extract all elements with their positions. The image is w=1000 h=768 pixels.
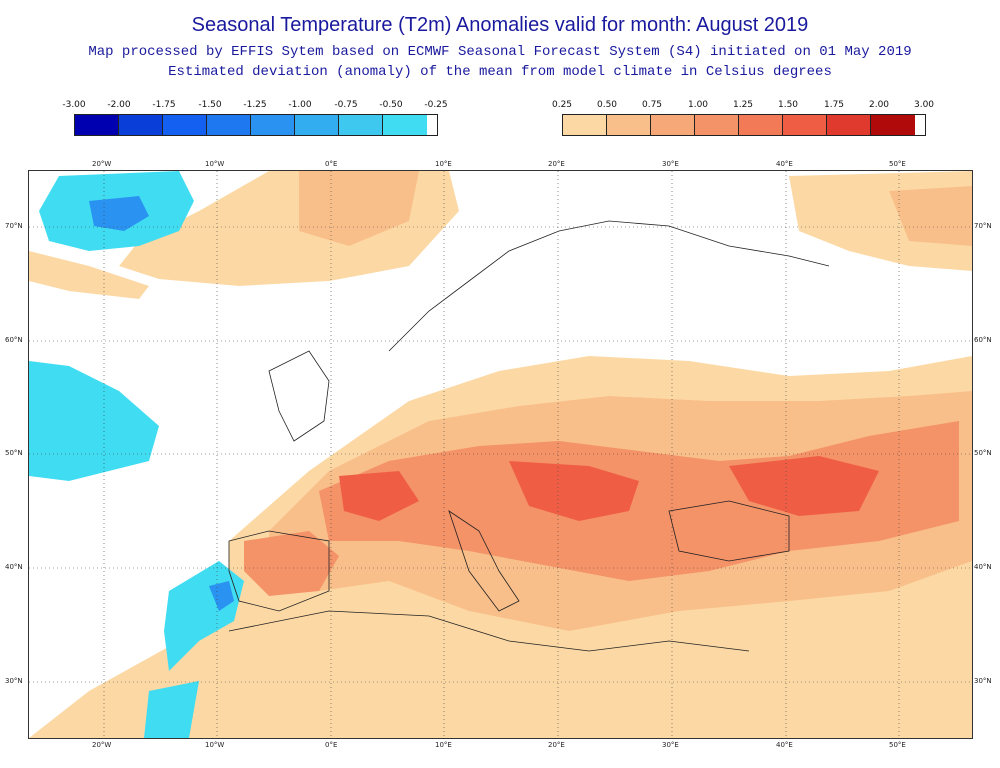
lat-label-left: 70°N — [5, 222, 23, 230]
lat-label-right: 30°N — [974, 677, 992, 685]
legend-swatch — [563, 115, 607, 135]
legend-swatch — [607, 115, 651, 135]
warm-region-france — [339, 471, 419, 521]
legend-warm-bar — [562, 114, 926, 136]
legend-warm-label: 1.50 — [777, 100, 799, 110]
legend-warm-labels: 0.25 0.50 0.75 1.00 1.25 1.50 1.75 2.00 … — [552, 100, 934, 114]
lon-label-top: 20°W — [92, 160, 112, 168]
legend-cold-label: -0.75 — [334, 100, 358, 110]
lon-label-top: 20°E — [548, 160, 565, 168]
coast-black-sea — [668, 500, 790, 562]
legend-cold-label: -0.25 — [424, 100, 448, 110]
lon-label-bottom: 10°W — [205, 741, 225, 749]
legend-swatch — [783, 115, 827, 135]
legend-swatch — [695, 115, 739, 135]
legend-swatch — [295, 115, 339, 135]
legend-cold-label: -1.00 — [288, 100, 312, 110]
lat-label-right: 50°N — [974, 449, 992, 457]
lat-label-right: 40°N — [974, 563, 992, 571]
legend-warm-label: 1.75 — [823, 100, 845, 110]
legend-swatch — [651, 115, 695, 135]
legend-cold-label: -1.50 — [198, 100, 222, 110]
map-subtitle-processing: Map processed by EFFIS Sytem based on EC… — [88, 44, 912, 60]
legend-swatch — [339, 115, 383, 135]
legend-swatch — [163, 115, 207, 135]
legend-cold: -3.00 -2.00 -1.75 -1.50 -1.25 -1.00 -0.7… — [62, 100, 448, 136]
legend-cold-label: -0.50 — [379, 100, 403, 110]
map-title: Seasonal Temperature (T2m) Anomalies val… — [191, 14, 809, 36]
legend-cold-label: -2.00 — [107, 100, 131, 110]
lon-label-top: 10°W — [205, 160, 225, 168]
graticule — [29, 171, 972, 738]
legend-swatch — [871, 115, 915, 135]
cold-region-sahara-coast — [144, 681, 199, 738]
warm-region-barents — [889, 186, 972, 246]
anomaly-warm-1-50 — [339, 456, 879, 521]
cold-region-greenland-core — [89, 196, 149, 231]
legend-swatch — [119, 115, 163, 135]
legend-warm: 0.25 0.50 0.75 1.00 1.25 1.50 1.75 2.00 … — [552, 100, 934, 136]
warm-region-greenland-sea — [29, 251, 149, 299]
legend-swatch — [75, 115, 119, 135]
legend-cold-labels: -3.00 -2.00 -1.75 -1.50 -1.25 -1.00 -0.7… — [62, 100, 447, 114]
legend-warm-label: 1.25 — [732, 100, 754, 110]
warm-region-iberia — [244, 531, 339, 596]
anomaly-cold-1-00 — [89, 196, 234, 611]
anomaly-map — [28, 170, 973, 739]
legend-warm-label: 1.00 — [687, 100, 709, 110]
legend-warm-label: 0.25 — [551, 100, 573, 110]
lat-label-right: 70°N — [974, 222, 992, 230]
legend-swatch — [207, 115, 251, 135]
lon-label-bottom: 10°E — [435, 741, 452, 749]
legend-cold-bar — [74, 114, 438, 136]
lon-label-top: 40°E — [776, 160, 793, 168]
lon-label-bottom: 0°E — [325, 741, 338, 749]
lon-label-top: 0°E — [325, 160, 338, 168]
lon-label-top: 30°E — [662, 160, 679, 168]
lon-label-bottom: 20°E — [548, 741, 565, 749]
map-subtitle-units: Estimated deviation (anomaly) of the mea… — [168, 64, 832, 80]
lon-label-bottom: 50°E — [889, 741, 906, 749]
lon-label-top: 10°E — [435, 160, 452, 168]
legend-swatch — [251, 115, 295, 135]
lat-label-right: 60°N — [974, 336, 992, 344]
warm-region-ukraine-russia — [729, 456, 879, 516]
coast-north-africa — [228, 610, 750, 652]
coast-british-isles — [268, 350, 330, 442]
coast-scandinavia — [388, 220, 830, 352]
coast-italy — [448, 510, 520, 612]
legend-swatch — [827, 115, 871, 135]
lon-label-bottom: 40°E — [776, 741, 793, 749]
lon-label-top: 50°E — [889, 160, 906, 168]
anomaly-map-svg — [29, 171, 972, 738]
coast-iberia — [228, 530, 330, 612]
legend-cold-label: -3.00 — [62, 100, 86, 110]
lat-label-left: 50°N — [5, 449, 23, 457]
legend-warm-label: 2.00 — [868, 100, 890, 110]
lon-label-bottom: 30°E — [662, 741, 679, 749]
lon-label-bottom: 20°W — [92, 741, 112, 749]
cold-region-canary-core — [209, 581, 234, 611]
legend-warm-label: 3.00 — [913, 100, 935, 110]
warm-region-pannonia — [509, 461, 639, 521]
coastlines — [228, 220, 830, 652]
lat-label-left: 40°N — [5, 563, 23, 571]
cold-region-atlantic-west — [29, 361, 159, 481]
lat-label-left: 60°N — [5, 336, 23, 344]
legend-warm-label: 0.50 — [596, 100, 618, 110]
legend-swatch — [383, 115, 427, 135]
legend-warm-label: 0.75 — [641, 100, 663, 110]
legend-swatch — [739, 115, 783, 135]
lat-label-left: 30°N — [5, 677, 23, 685]
legend-cold-label: -1.75 — [152, 100, 176, 110]
legend-cold-label: -1.25 — [243, 100, 267, 110]
